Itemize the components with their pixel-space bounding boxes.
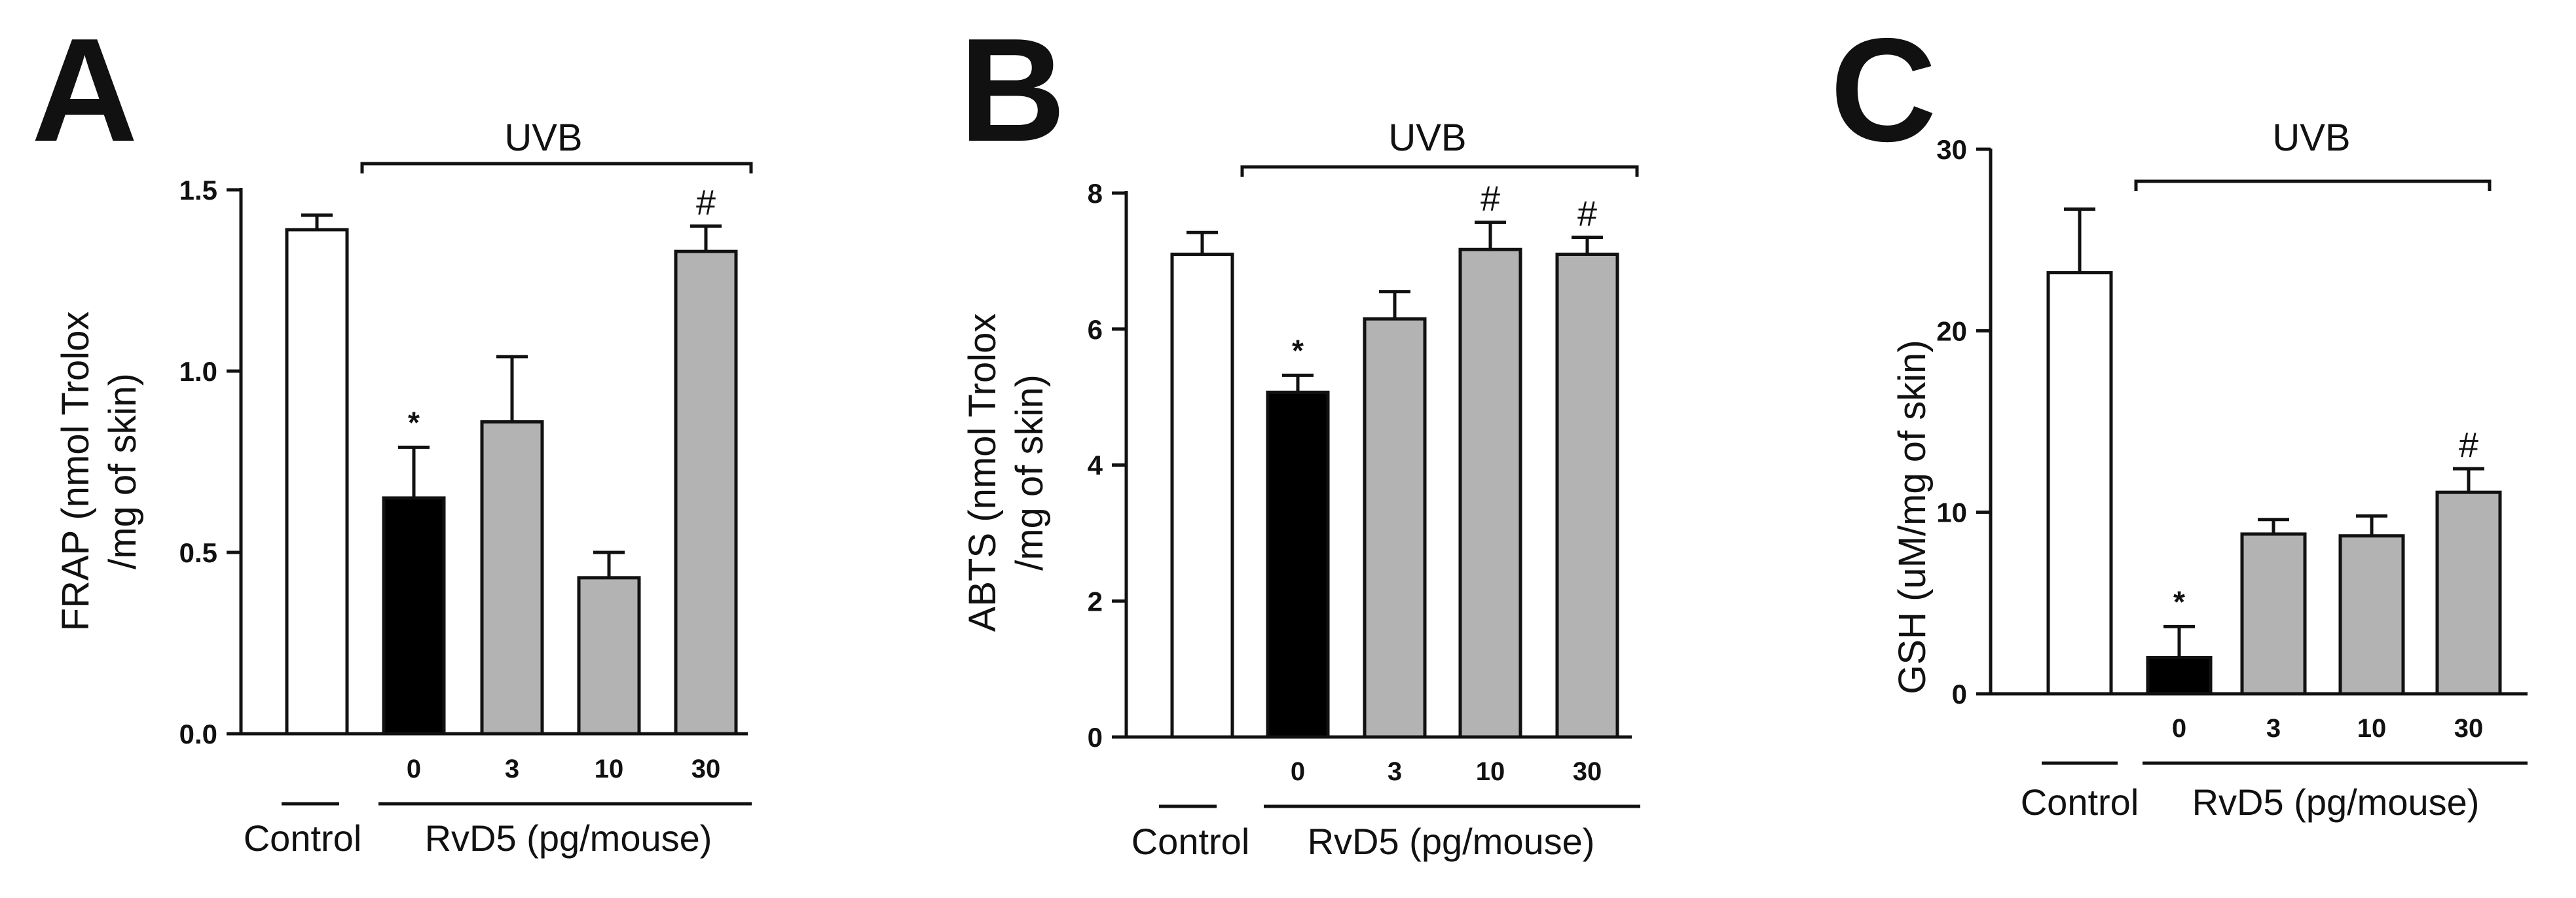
y-tick-label: 1.5 <box>179 175 217 206</box>
bar <box>285 228 349 736</box>
control-label: Control <box>2021 781 2139 823</box>
y-axis-label-line1: ABTS (nmol Trolox <box>961 314 1004 632</box>
bar <box>674 249 738 736</box>
y-tick-label: 20 <box>1936 315 1967 346</box>
group-label: RvD5 (pg/mouse) <box>425 817 712 859</box>
y-tick-label: 0.0 <box>179 719 217 749</box>
y-tick-label: 8 <box>1088 178 1103 209</box>
bar <box>480 420 544 736</box>
uvb-bracket <box>1240 165 1639 177</box>
group-label: RvD5 (pg/mouse) <box>2192 781 2480 823</box>
bar <box>1458 247 1522 739</box>
significance-mark: * <box>2173 584 2185 619</box>
panel-b: B UVB ABTS (nmol Trolox /mg of skin) Con… <box>959 7 1640 862</box>
y-tick-label: 30 <box>1936 134 1967 165</box>
x-tick-label: 0 <box>2172 714 2186 743</box>
significance-mark: * <box>408 405 420 439</box>
bar <box>2146 656 2213 696</box>
y-tick-label: 0 <box>1952 679 1967 709</box>
significance-mark: # <box>696 183 716 222</box>
x-tick-label: 10 <box>595 755 624 783</box>
bar <box>2240 532 2307 696</box>
uvb-label: UVB <box>504 117 582 159</box>
y-tick-label: 10 <box>1936 497 1967 528</box>
bars: * 0 3 #10 #30 <box>1170 179 1619 786</box>
panel-letter: B <box>959 7 1066 172</box>
control-label: Control <box>244 817 362 859</box>
panel-a: A UVB FRAP (nmol Trolox /mg of skin) Con… <box>31 7 753 859</box>
x-tick-label: 30 <box>2454 714 2484 743</box>
bar <box>2046 271 2113 696</box>
bar <box>1266 390 1330 739</box>
uvb-bracket <box>2134 179 2492 191</box>
bar <box>1363 317 1427 739</box>
bar <box>1555 252 1619 739</box>
panel-letter: C <box>1830 7 1937 172</box>
bar <box>2338 534 2405 696</box>
group-label: RvD5 (pg/mouse) <box>1308 821 1595 862</box>
panel-letter: A <box>31 7 138 172</box>
y-tick-label: 6 <box>1088 314 1103 345</box>
significance-mark: * <box>1292 333 1304 367</box>
bar <box>2435 490 2502 696</box>
x-tick-label: 0 <box>1291 757 1305 786</box>
uvb-bracket <box>360 162 753 173</box>
y-tick-label: 2 <box>1088 586 1103 617</box>
x-tick-label: 30 <box>1573 757 1602 786</box>
control-label: Control <box>1132 821 1250 862</box>
y-axis-label-line1: FRAP (nmol Trolox <box>54 312 97 632</box>
y-tick-label: 0.5 <box>179 537 217 568</box>
x-tick-label: 10 <box>2357 714 2387 743</box>
y-ticks: 0 10 20 30 <box>1936 134 1991 709</box>
x-tick-label: 3 <box>1388 757 1402 786</box>
y-tick-label: 4 <box>1088 450 1103 481</box>
y-axis-label-line2: /mg of skin) <box>101 373 144 569</box>
panel-c: C UVB GSH (uM/mg of skin) Control RvD5 (… <box>1830 7 2528 823</box>
bars: * 0 3 10 #30 <box>285 183 738 783</box>
significance-mark: # <box>1481 179 1500 219</box>
bars: * 0 3 10 #30 <box>2046 207 2502 743</box>
bar <box>382 496 446 736</box>
x-tick-label: 10 <box>1476 757 1505 786</box>
bar <box>1170 252 1234 739</box>
uvb-label: UVB <box>1388 117 1466 159</box>
x-tick-label: 30 <box>691 755 721 783</box>
y-axis-label-line2: /mg of skin) <box>1008 374 1051 571</box>
uvb-label: UVB <box>2272 117 2350 159</box>
y-axis-label-line1: GSH (uM/mg of skin) <box>1891 340 1934 694</box>
y-tick-label: 0 <box>1088 722 1103 753</box>
significance-mark: # <box>1577 194 1597 234</box>
y-tick-label: 1.0 <box>179 356 217 387</box>
x-tick-label: 3 <box>2266 714 2281 743</box>
x-tick-label: 0 <box>407 755 421 783</box>
bar <box>577 576 641 736</box>
y-ticks: 0.0 0.5 1.0 1.5 <box>179 175 241 749</box>
x-tick-label: 3 <box>505 755 519 783</box>
significance-mark: # <box>2459 425 2478 465</box>
y-ticks: 0 2 4 6 8 <box>1088 178 1126 753</box>
